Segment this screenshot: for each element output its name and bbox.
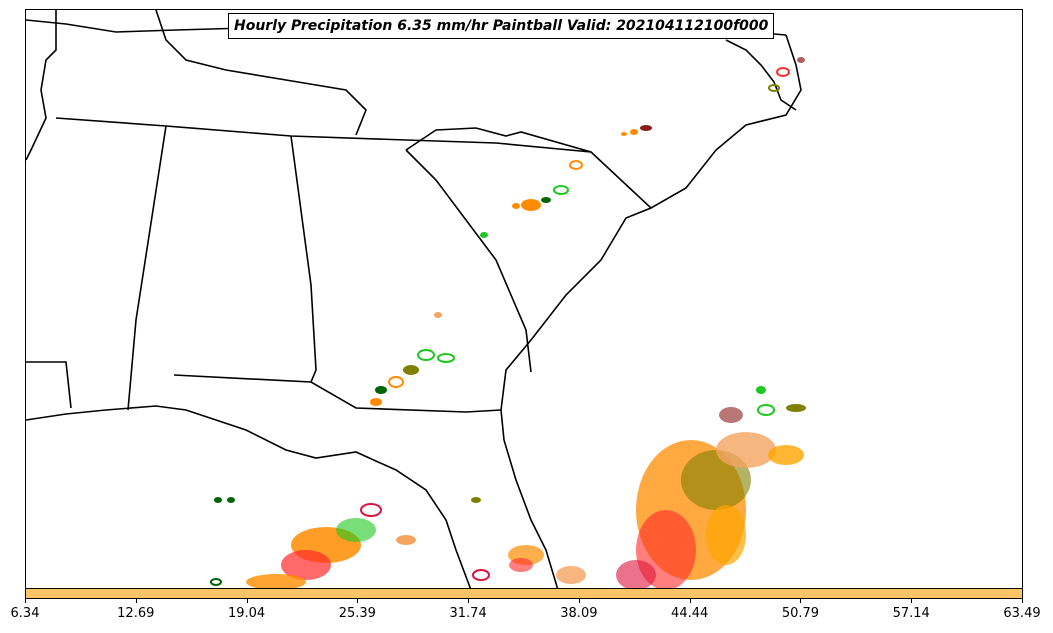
colorbar-tick-label: 6.34 bbox=[10, 606, 40, 621]
map-canvas bbox=[26, 10, 806, 588]
map-panel bbox=[25, 9, 1023, 589]
nc-sc-border bbox=[405, 127, 652, 209]
colorbar-tick-mark bbox=[1022, 599, 1023, 603]
colorbar-tick-mark bbox=[25, 599, 26, 603]
georgia-florida-line bbox=[173, 374, 502, 413]
atlantic-coast bbox=[500, 34, 802, 411]
map-title: Hourly Precipitation 6.35 mm/hr Paintbal… bbox=[228, 13, 775, 39]
ohio-line bbox=[155, 10, 367, 136]
northeast-boundary bbox=[26, 10, 57, 161]
colorbar-tick-mark bbox=[578, 599, 580, 603]
precip-paintballs bbox=[210, 57, 806, 588]
kentucky-tennessee-line bbox=[55, 117, 592, 153]
texas-line bbox=[26, 361, 72, 409]
colorbar-tick-mark bbox=[468, 599, 470, 603]
colorbar-tick-mark bbox=[689, 599, 691, 603]
florida-east-coast bbox=[500, 409, 559, 588]
colorbar-tick-label: 12.69 bbox=[117, 606, 155, 621]
colorbar-tick-mark bbox=[246, 599, 248, 603]
va-coast-inlet bbox=[725, 39, 797, 111]
gulf-coast bbox=[26, 405, 472, 588]
colorbar-tick-label: 44.44 bbox=[671, 606, 709, 621]
colorbar-tick-label: 50.79 bbox=[781, 606, 820, 621]
colorbar-tick-label: 19.04 bbox=[227, 606, 266, 621]
colorbar-tick-label: 31.74 bbox=[449, 606, 487, 621]
colorbar-tick-mark bbox=[135, 599, 137, 603]
colorbar-tick-label: 38.09 bbox=[560, 606, 598, 621]
colorbar-tick-label: 25.39 bbox=[338, 606, 376, 621]
georgia-sc-border bbox=[405, 149, 532, 373]
colorbar-tick-mark bbox=[357, 599, 359, 603]
colorbar-tick-mark bbox=[800, 599, 802, 603]
alabama-georgia-line bbox=[290, 135, 317, 383]
state-boundaries bbox=[26, 10, 802, 588]
colorbar-tick-label: 57.14 bbox=[892, 606, 930, 621]
colorbar-tick-label: 63.49 bbox=[1003, 606, 1041, 621]
colorbar-tick-mark bbox=[911, 599, 913, 603]
colorbar bbox=[25, 588, 1023, 599]
mississippi-alabama-line bbox=[127, 125, 167, 411]
